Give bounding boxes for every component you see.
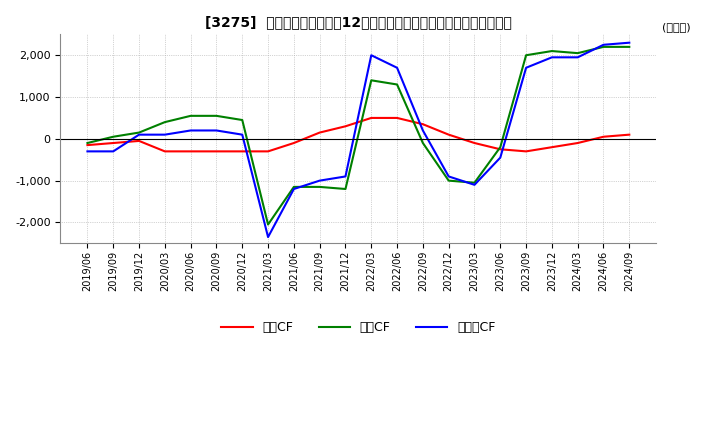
営業CF <box>470 140 479 146</box>
営業CF <box>289 140 298 146</box>
フリーCF <box>496 155 505 160</box>
営業CF <box>161 149 169 154</box>
投資CF <box>238 117 246 123</box>
フリーCF <box>264 235 272 240</box>
フリーCF <box>83 149 91 154</box>
営業CF <box>315 130 324 135</box>
営業CF <box>264 149 272 154</box>
フリーCF <box>341 174 350 179</box>
営業CF <box>496 147 505 152</box>
フリーCF <box>367 53 376 58</box>
フリーCF <box>135 132 143 137</box>
Line: 投資CF: 投資CF <box>87 47 629 224</box>
投資CF <box>470 180 479 185</box>
投資CF <box>496 145 505 150</box>
Title: [3275]  キャッシュフローの12か月移動合計の対前年同期増減額の推移: [3275] キャッシュフローの12か月移動合計の対前年同期増減額の推移 <box>205 15 512 29</box>
フリーCF <box>548 55 557 60</box>
投資CF <box>212 113 221 118</box>
フリーCF <box>109 149 117 154</box>
投資CF <box>548 48 557 54</box>
フリーCF <box>238 132 246 137</box>
フリーCF <box>392 65 401 70</box>
Line: 営業CF: 営業CF <box>87 118 629 151</box>
フリーCF <box>444 174 453 179</box>
営業CF <box>135 138 143 143</box>
営業CF <box>367 115 376 121</box>
営業CF <box>444 132 453 137</box>
営業CF <box>548 145 557 150</box>
投資CF <box>573 51 582 56</box>
営業CF <box>625 132 634 137</box>
投資CF <box>289 184 298 190</box>
営業CF <box>573 140 582 146</box>
Legend: 営業CF, 投資CF, フリーCF: 営業CF, 投資CF, フリーCF <box>217 316 500 340</box>
投資CF <box>522 53 531 58</box>
営業CF <box>186 149 195 154</box>
投資CF <box>161 120 169 125</box>
投資CF <box>264 222 272 227</box>
投資CF <box>599 44 608 50</box>
投資CF <box>83 140 91 146</box>
フリーCF <box>418 128 427 133</box>
営業CF <box>238 149 246 154</box>
フリーCF <box>599 42 608 48</box>
営業CF <box>341 124 350 129</box>
フリーCF <box>625 40 634 45</box>
投資CF <box>444 178 453 183</box>
フリーCF <box>186 128 195 133</box>
投資CF <box>186 113 195 118</box>
投資CF <box>392 82 401 87</box>
投資CF <box>341 187 350 192</box>
フリーCF <box>289 187 298 192</box>
フリーCF <box>212 128 221 133</box>
営業CF <box>212 149 221 154</box>
営業CF <box>418 121 427 127</box>
フリーCF <box>573 55 582 60</box>
投資CF <box>625 44 634 50</box>
フリーCF <box>522 65 531 70</box>
投資CF <box>109 134 117 139</box>
営業CF <box>599 134 608 139</box>
投資CF <box>135 130 143 135</box>
投資CF <box>418 140 427 146</box>
営業CF <box>392 115 401 121</box>
フリーCF <box>161 132 169 137</box>
投資CF <box>315 184 324 190</box>
Text: (百万円): (百万円) <box>662 22 691 32</box>
営業CF <box>522 149 531 154</box>
投資CF <box>367 78 376 83</box>
営業CF <box>109 140 117 146</box>
Line: フリーCF: フリーCF <box>87 43 629 237</box>
フリーCF <box>470 182 479 187</box>
フリーCF <box>315 178 324 183</box>
営業CF <box>83 143 91 148</box>
